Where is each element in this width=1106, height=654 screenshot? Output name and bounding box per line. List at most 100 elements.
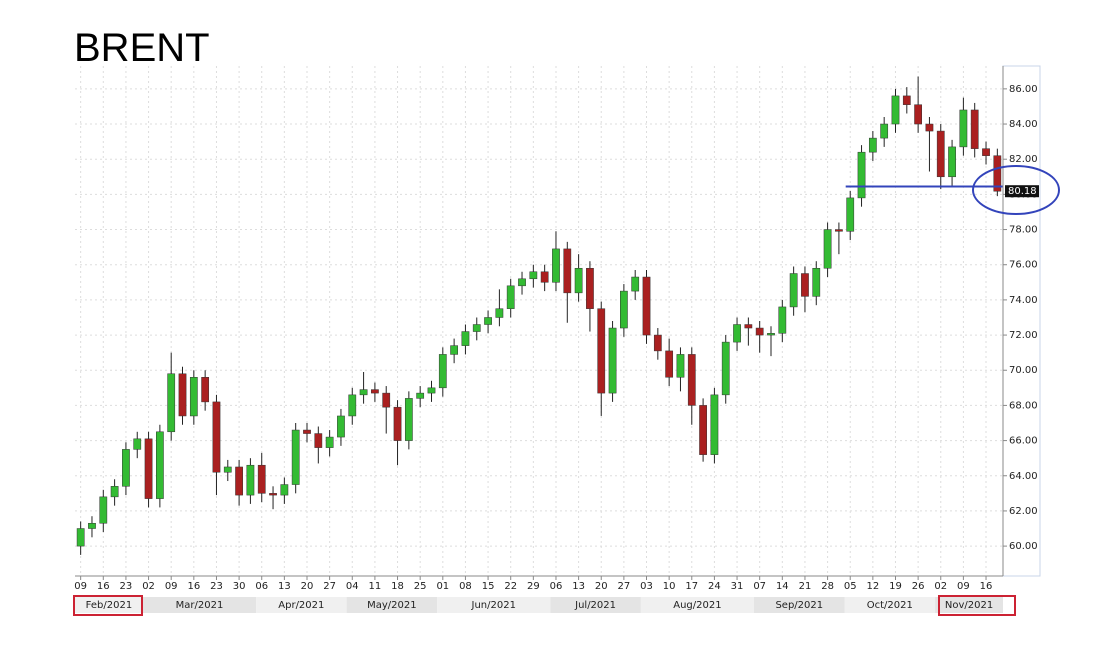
highlight-box — [938, 595, 1016, 616]
candle-body — [201, 377, 210, 403]
candle-body — [246, 464, 255, 496]
y-tick-label: 68.00 — [1009, 400, 1038, 411]
x-tick-label: 02 — [142, 581, 155, 592]
month-band — [142, 597, 257, 613]
x-tick-label: 01 — [436, 581, 449, 592]
candle-body — [778, 306, 787, 334]
x-tick-label: 16 — [97, 581, 110, 592]
grid: 60.00 62.00 64.00 66.00 68.00 70.00 72.00 74.00… — [74, 66, 1038, 592]
candle-body — [925, 123, 934, 132]
month-band — [256, 597, 347, 613]
candle-body — [789, 273, 798, 308]
candle-body — [631, 276, 640, 292]
candle-body — [767, 333, 775, 336]
x-tick-label: 19 — [889, 581, 902, 592]
candle-body — [699, 405, 707, 455]
x-tick-label: 23 — [210, 581, 223, 592]
x-tick-label: 13 — [278, 581, 291, 592]
candle-body — [167, 373, 176, 433]
candle-body — [257, 464, 266, 494]
y-tick-label: 64.00 — [1009, 471, 1038, 482]
candle-body — [755, 327, 764, 336]
candle-body — [122, 449, 130, 487]
candle-body — [99, 496, 108, 524]
candle-body — [291, 429, 300, 485]
candle-body — [280, 484, 289, 496]
month-label: Oct/2021 — [867, 600, 913, 611]
highlight-ellipse — [972, 165, 1060, 215]
y-tick-label: 78.00 — [1009, 225, 1038, 236]
month-label: May/2021 — [367, 600, 417, 611]
candle-body — [156, 431, 164, 499]
candle-body — [76, 528, 85, 547]
x-tick-label: 13 — [572, 581, 585, 592]
candle-body — [506, 285, 515, 309]
candle-body — [269, 493, 277, 496]
y-tick-label: 82.00 — [1009, 154, 1038, 165]
candle-body — [620, 290, 628, 329]
candle-body — [586, 267, 594, 309]
y-tick-label: 76.00 — [1009, 260, 1038, 271]
candle-body — [687, 354, 696, 406]
candle-body — [416, 392, 425, 399]
x-tick-label: 27 — [618, 581, 631, 592]
x-tick-label: 09 — [957, 581, 970, 592]
candle-body — [642, 276, 651, 336]
candle-body — [325, 436, 334, 448]
candle-body — [948, 146, 956, 178]
x-tick-label: 18 — [391, 581, 404, 592]
candle-body — [846, 197, 855, 232]
candle-body — [337, 415, 345, 438]
y-tick-label: 74.00 — [1009, 295, 1038, 306]
candle-body — [461, 331, 470, 346]
candle-body — [472, 324, 481, 332]
candle-body — [359, 389, 368, 396]
candle-body — [653, 334, 662, 352]
month-band — [935, 597, 1003, 613]
x-tick-label: 23 — [120, 581, 133, 592]
x-tick-label: 12 — [866, 581, 879, 592]
x-tick-label: 16 — [980, 581, 993, 592]
month-band — [346, 597, 438, 613]
month-strip: Feb/2021 Mar/2021 Apr/2021 May/2021 Jun/2021… — [75, 597, 1003, 613]
x-tick-label: 30 — [233, 581, 246, 592]
candle-body — [212, 401, 221, 473]
candle-body — [676, 354, 685, 378]
x-tick-label: 14 — [776, 581, 789, 592]
candle-body — [438, 354, 447, 389]
x-tick-label: 15 — [482, 581, 495, 592]
x-tick-label: 16 — [187, 581, 200, 592]
x-tick-label: 29 — [527, 581, 540, 592]
y-axis-panel — [1002, 65, 1041, 577]
x-tick-label: 05 — [844, 581, 857, 592]
candle-body — [235, 466, 243, 496]
candle-body — [857, 151, 866, 199]
x-tick-label: 17 — [685, 581, 698, 592]
candle-body — [993, 155, 1002, 192]
x-tick-label: 10 — [663, 581, 676, 592]
candle-body — [314, 433, 323, 448]
month-label: Feb/2021 — [86, 600, 133, 611]
month-band — [550, 597, 641, 613]
candle-body — [484, 317, 492, 325]
y-tick-label: 84.00 — [1009, 119, 1038, 130]
candle-body — [812, 267, 821, 297]
y-tick-label: 66.00 — [1009, 436, 1038, 447]
x-tick-label: 03 — [640, 581, 653, 592]
candle-body — [608, 327, 617, 394]
y-tick-label: 60.00 — [1009, 541, 1038, 552]
candle-body — [223, 466, 232, 473]
x-tick-label: 06 — [255, 581, 268, 592]
x-tick-label: 25 — [414, 581, 427, 592]
candle-body — [823, 229, 832, 269]
month-label: Aug/2021 — [673, 600, 721, 611]
candle-body — [574, 267, 583, 294]
x-tick-label: 27 — [323, 581, 336, 592]
candle-body — [880, 123, 889, 139]
plot: 80.18 — [76, 76, 1039, 555]
last-price-label: 80.18 — [1008, 186, 1037, 197]
month-band — [437, 597, 551, 613]
candle-body — [891, 95, 900, 125]
highlight-box — [73, 595, 143, 616]
